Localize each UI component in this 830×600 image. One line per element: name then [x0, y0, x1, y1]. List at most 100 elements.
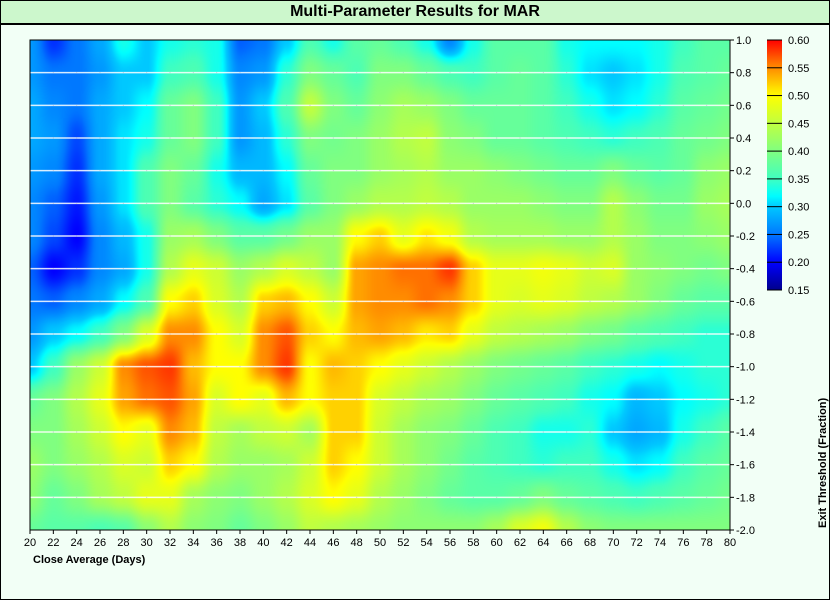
heatmap-point: [169, 333, 171, 335]
heatmap-point: [99, 235, 101, 237]
x-tick-label: 54: [421, 537, 433, 549]
heatmap-point: [542, 366, 544, 368]
heatmap-point: [169, 464, 171, 466]
heatmap-point: [706, 268, 708, 270]
heatmap-point: [216, 268, 218, 270]
heatmap-point: [76, 496, 78, 498]
heatmap-point: [52, 464, 54, 466]
heatmap-point: [216, 202, 218, 204]
heatmap-point: [99, 137, 101, 139]
colorbar-tick-label: 0.40: [788, 146, 809, 158]
heatmap-point: [99, 398, 101, 400]
heatmap-point: [449, 366, 451, 368]
heatmap-point: [566, 366, 568, 368]
heatmap-point: [76, 431, 78, 433]
heatmap-point: [356, 366, 358, 368]
heatmap-point: [566, 431, 568, 433]
heatmap-point: [52, 235, 54, 237]
heatmap-point: [706, 104, 708, 106]
heatmap-point: [52, 333, 54, 335]
heatmap-point: [496, 366, 498, 368]
heatmap-point: [286, 464, 288, 466]
heatmap-point: [659, 268, 661, 270]
heatmap-point: [309, 366, 311, 368]
heatmap-point: [612, 431, 614, 433]
heatmap-point: [239, 72, 241, 74]
heatmap-point: [356, 431, 358, 433]
heatmap-point: [449, 268, 451, 270]
heatmap-point: [192, 300, 194, 302]
heatmap-point: [472, 464, 474, 466]
heatmap-point: [239, 202, 241, 204]
x-tick-label: 46: [327, 537, 339, 549]
heatmap-point: [659, 170, 661, 172]
heatmap-point: [402, 268, 404, 270]
y-tick-label: -1.6: [736, 460, 755, 472]
heatmap-point: [682, 398, 684, 400]
heatmap-point: [239, 137, 241, 139]
y-tick-label: 0.2: [736, 166, 751, 178]
x-tick-label: 66: [561, 537, 573, 549]
heatmap-point: [52, 104, 54, 106]
heatmap-point: [122, 72, 124, 74]
heatmap-point: [286, 333, 288, 335]
heatmap-point: [216, 366, 218, 368]
heatmap-point: [519, 137, 521, 139]
heatmap-point: [566, 137, 568, 139]
heatmap-point: [192, 72, 194, 74]
heatmap-point: [76, 72, 78, 74]
heatmap-point: [636, 300, 638, 302]
heatmap-point: [332, 235, 334, 237]
heatmap-point: [99, 268, 101, 270]
chart-title: Multi-Parameter Results for MAR: [1, 1, 829, 25]
heatmap-point: [589, 104, 591, 106]
heatmap-point: [472, 431, 474, 433]
heatmap-point: [449, 496, 451, 498]
heatmap-point: [519, 170, 521, 172]
heatmap-point: [472, 398, 474, 400]
heatmap-point: [216, 170, 218, 172]
heatmap-point: [682, 431, 684, 433]
heatmap-point: [449, 333, 451, 335]
heatmap-point: [682, 235, 684, 237]
heatmap-point: [286, 72, 288, 74]
heatmap-point: [612, 496, 614, 498]
heatmap-point: [612, 72, 614, 74]
heatmap-point: [379, 72, 381, 74]
heatmap-point: [566, 268, 568, 270]
heatmap-point: [309, 235, 311, 237]
heatmap-point: [542, 431, 544, 433]
heatmap-point: [192, 170, 194, 172]
heatmap-point: [309, 268, 311, 270]
heatmap-point: [286, 398, 288, 400]
heatmap-point: [402, 398, 404, 400]
heatmap-point: [99, 170, 101, 172]
heatmap-point: [76, 333, 78, 335]
heatmap-point: [309, 333, 311, 335]
heatmap-point: [239, 235, 241, 237]
heatmap-point: [52, 268, 54, 270]
x-tick-label: 70: [607, 537, 619, 549]
heatmap-point: [449, 464, 451, 466]
heatmap-point: [76, 235, 78, 237]
heatmap-point: [239, 431, 241, 433]
colorbar-tick-label: 0.30: [788, 202, 809, 214]
heatmap-point: [566, 464, 568, 466]
gridlines: [30, 71, 730, 499]
heatmap-point: [542, 464, 544, 466]
heatmap-point: [122, 300, 124, 302]
heatmap-point: [659, 300, 661, 302]
colorbar-ticks: 0.60 0.55 0.50 0.45 0.40 0.35 0.30 0.25 0.20 0.15: [767, 35, 809, 297]
heatmap-point: [309, 72, 311, 74]
x-axis: 20 22 24 26 28 30 32 34 36 38 40 42 44 46 48 50 52 54 56 58…: [24, 530, 736, 549]
y-tick-label: -2.0: [736, 525, 755, 537]
x-tick-label: 50: [374, 537, 386, 549]
colorbar-tick-label: 0.20: [788, 257, 809, 269]
heatmap-point: [426, 72, 428, 74]
x-tick-label: 38: [234, 537, 246, 549]
heatmap-point: [146, 202, 148, 204]
heatmap-point: [402, 464, 404, 466]
heatmap-point: [496, 268, 498, 270]
heatmap-point: [216, 333, 218, 335]
heatmap-point: [659, 72, 661, 74]
